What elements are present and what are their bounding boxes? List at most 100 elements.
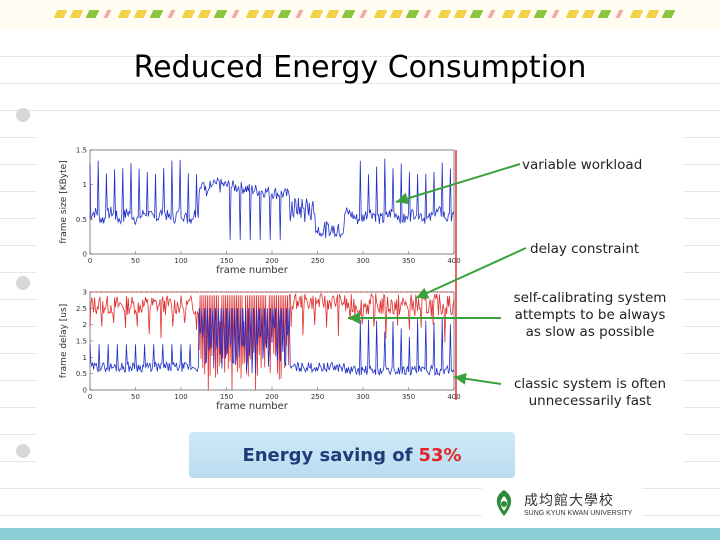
pencil-shape [197, 10, 212, 18]
annotation-line: attempts to be always [514, 307, 666, 323]
y-tick-label: 0.5 [76, 216, 87, 224]
pencil-shape [213, 10, 228, 18]
x-tick-label: 0 [88, 257, 92, 265]
x-tick-label: 300 [356, 257, 369, 265]
annotation-delay-constraint: delay constraint [530, 241, 640, 257]
margin-dot [16, 108, 30, 122]
pencil-shape [231, 10, 240, 18]
pencil-shape [359, 10, 368, 18]
pencil-shape [629, 10, 644, 18]
logo-english-name: SUNG KYUN KWAN UNIVERSITY [524, 509, 633, 517]
pencil-shape [85, 10, 100, 18]
annotation-line: self-calibrating system [513, 290, 667, 306]
university-emblem-icon [496, 490, 512, 516]
pencil-shape [597, 10, 612, 18]
pencil-shape [325, 10, 340, 18]
x-tick-label: 400 [447, 257, 460, 265]
x-tick-label: 200 [265, 257, 278, 265]
x-tick-label: 150 [220, 393, 233, 401]
x-tick-label: 100 [174, 393, 187, 401]
y-tick-label: 0.5 [76, 370, 87, 378]
pencil-shape [103, 10, 112, 18]
pencil-shape [149, 10, 164, 18]
energy-saving-percent: 53% [418, 444, 462, 466]
pencil-shape [181, 10, 196, 18]
decorative-pencil-strip [0, 0, 720, 30]
y-tick-label: 2 [83, 321, 87, 329]
figure-panel: 0 50 100 150 200 250 300 350 400 0 0.5 1 1.5 frame nu… [36, 122, 684, 482]
pencil-shape [423, 10, 432, 18]
y-tick-label: 2.5 [76, 305, 87, 313]
university-logo: 成均館大學校 SUNG KYUN KWAN UNIVERSITY [482, 481, 642, 525]
pencil-shape [517, 10, 532, 18]
x-axis-label: frame number [216, 265, 289, 276]
pencil-shape [487, 10, 496, 18]
annotation-variable-workload: variable workload [522, 157, 643, 173]
pencil-shape [373, 10, 388, 18]
pencil-shape [533, 10, 548, 18]
x-tick-label: 350 [402, 257, 415, 265]
pencil-shape [501, 10, 516, 18]
x-tick-label: 100 [174, 257, 187, 265]
pencil-shape [341, 10, 356, 18]
margin-dot [16, 444, 30, 458]
pencil-shape [117, 10, 132, 18]
pencil-shape [69, 10, 84, 18]
pencil-shape [167, 10, 176, 18]
y-tick-label: 3 [83, 289, 87, 297]
y-tick-label: 1 [83, 354, 87, 362]
x-tick-label: 0 [88, 393, 92, 401]
pencil-shape [615, 10, 624, 18]
pencil-shape [309, 10, 324, 18]
y-axis-label: frame delay [us] [59, 304, 69, 378]
pencil-pattern [53, 10, 676, 18]
series-workload [89, 158, 455, 241]
y-tick-label: 1.5 [76, 338, 87, 346]
pencil-shape [469, 10, 484, 18]
x-tick-label: 350 [402, 393, 415, 401]
y-tick-label: 1.5 [76, 147, 87, 155]
pencil-shape [245, 10, 260, 18]
y-axis-label: frame size [KByte] [59, 160, 69, 243]
y-tick-label: 0 [83, 387, 87, 395]
arrow-variable-workload [395, 163, 521, 205]
x-tick-label: 250 [311, 393, 324, 401]
x-tick-label: 150 [220, 257, 233, 265]
arrow-classic [453, 372, 502, 385]
x-tick-label: 200 [265, 393, 278, 401]
pencil-shape [133, 10, 148, 18]
energy-saving-text: Energy saving of [242, 444, 413, 466]
bottom-band [0, 528, 720, 540]
pencil-shape [295, 10, 304, 18]
x-tick-label: 50 [131, 393, 140, 401]
pencil-shape [581, 10, 596, 18]
pencil-shape [437, 10, 452, 18]
y-tick-label: 1 [83, 181, 87, 189]
pencil-shape [277, 10, 292, 18]
arrow-delay-constraint [415, 247, 527, 299]
logo-text: 成均館大學校 SUNG KYUN KWAN UNIVERSITY [524, 490, 632, 517]
pencil-shape [53, 10, 68, 18]
pencil-shape [661, 10, 676, 18]
annotation-classic: classic system is often unnecessarily fa… [504, 376, 676, 410]
pencil-shape [453, 10, 468, 18]
logo-korean-name: 成均館大學校 [524, 492, 614, 509]
pencil-shape [261, 10, 276, 18]
series-classic [89, 308, 455, 377]
x-tick-label: 300 [356, 393, 369, 401]
x-axis-label: frame number [216, 401, 289, 412]
margin-dot [16, 276, 30, 290]
pencil-shape [405, 10, 420, 18]
y-tick-label: 0 [83, 251, 87, 259]
annotation-line: classic system is often [513, 376, 667, 392]
annotation-line: unnecessarily fast [528, 393, 652, 409]
energy-saving-callout: Energy saving of 53% [189, 432, 515, 478]
pencil-shape [389, 10, 404, 18]
slide-title: Reduced Energy Consumption [133, 50, 587, 85]
x-tick-label: 50 [131, 257, 140, 265]
x-tick-label: 250 [311, 257, 324, 265]
pencil-shape [645, 10, 660, 18]
pencil-shape [551, 10, 560, 18]
pencil-shape [565, 10, 580, 18]
